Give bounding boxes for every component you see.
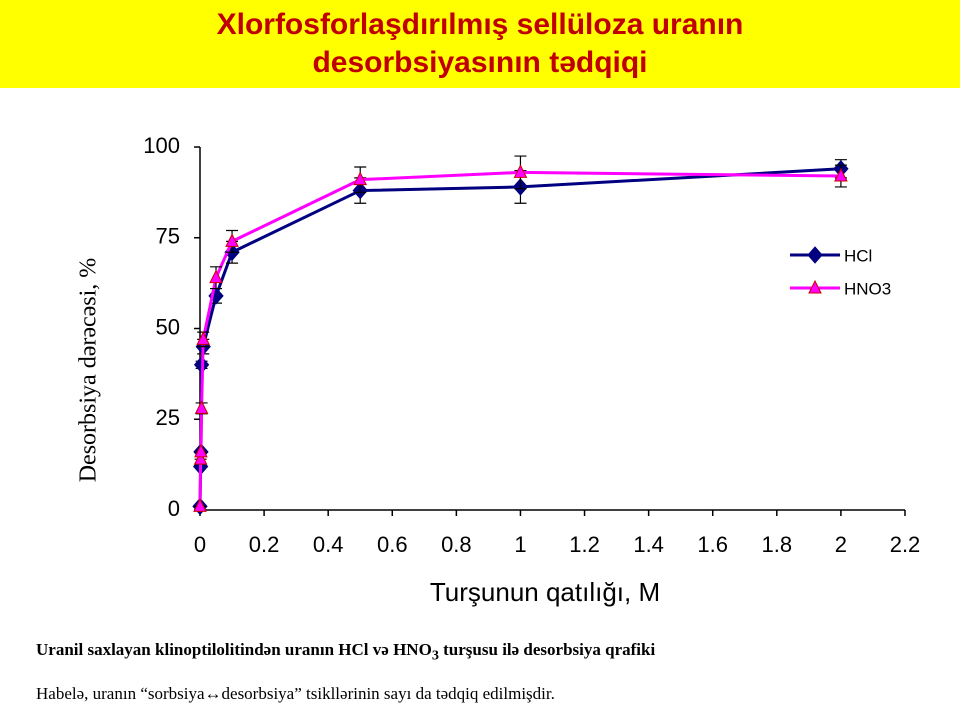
slide-title: Xlorfosforlaşdırılmış sellüloza uranın d… <box>216 8 744 79</box>
series-line <box>198 167 841 507</box>
x-tick-label: 0.4 <box>313 532 344 557</box>
caption-subscript: 3 <box>431 647 439 664</box>
y-tick-label: 100 <box>143 133 180 158</box>
data-point <box>353 171 368 186</box>
y-axis-label: Desorbsiya dərəcəsi, % <box>76 258 102 483</box>
chart: Desorbsiya dərəcəsi, % Turşunun qatılığı… <box>76 133 921 607</box>
x-axis-label: Turşunun qatılığı, M <box>430 577 660 607</box>
data-point <box>196 331 211 345</box>
data-point <box>834 167 848 182</box>
y-tick-label: 25 <box>156 405 180 430</box>
header: Xlorfosforlaşdırılmış sellüloza uranın d… <box>0 0 960 88</box>
legend-marker <box>807 246 823 264</box>
data-point <box>194 400 209 414</box>
legend-label: HCl <box>844 246 872 265</box>
x-tick-label: 0.8 <box>441 532 472 557</box>
x-tick-label: 1 <box>514 532 526 557</box>
caption-note: Habelə, uranın “sorbsiya↔desorbsiya” tsi… <box>36 684 555 703</box>
x-tick-label: 1.6 <box>697 532 728 557</box>
data-point <box>225 233 239 247</box>
y-tick-label: 75 <box>156 224 180 249</box>
data-point <box>193 451 208 465</box>
data-point <box>193 498 207 512</box>
x-tick-label: 0.6 <box>377 532 408 557</box>
x-tick-label: 1.4 <box>633 532 664 557</box>
y-tick-label: 0 <box>168 496 180 521</box>
x-tick-label: 0.2 <box>249 532 280 557</box>
y-tick-label: 50 <box>156 314 180 339</box>
data-point <box>194 443 208 458</box>
x-tick-label: 0 <box>194 532 206 557</box>
legend-label: HNO3 <box>844 279 891 298</box>
x-tick-label: 1.8 <box>762 532 793 557</box>
x-tick-label: 2.2 <box>890 532 921 557</box>
data-point <box>209 269 223 284</box>
legend-marker <box>808 279 822 294</box>
caption: Uranil saxlayan klinoptilolitindən uranı… <box>36 640 655 664</box>
x-tick-label: 1.2 <box>569 532 600 557</box>
caption-text: turşusu ilə desorbsiya qrafiki <box>438 640 656 659</box>
caption-text: Uranil saxlayan klinoptilolitindən uranı… <box>36 640 432 659</box>
data-point <box>513 164 528 178</box>
x-tick-label: 2 <box>835 532 847 557</box>
